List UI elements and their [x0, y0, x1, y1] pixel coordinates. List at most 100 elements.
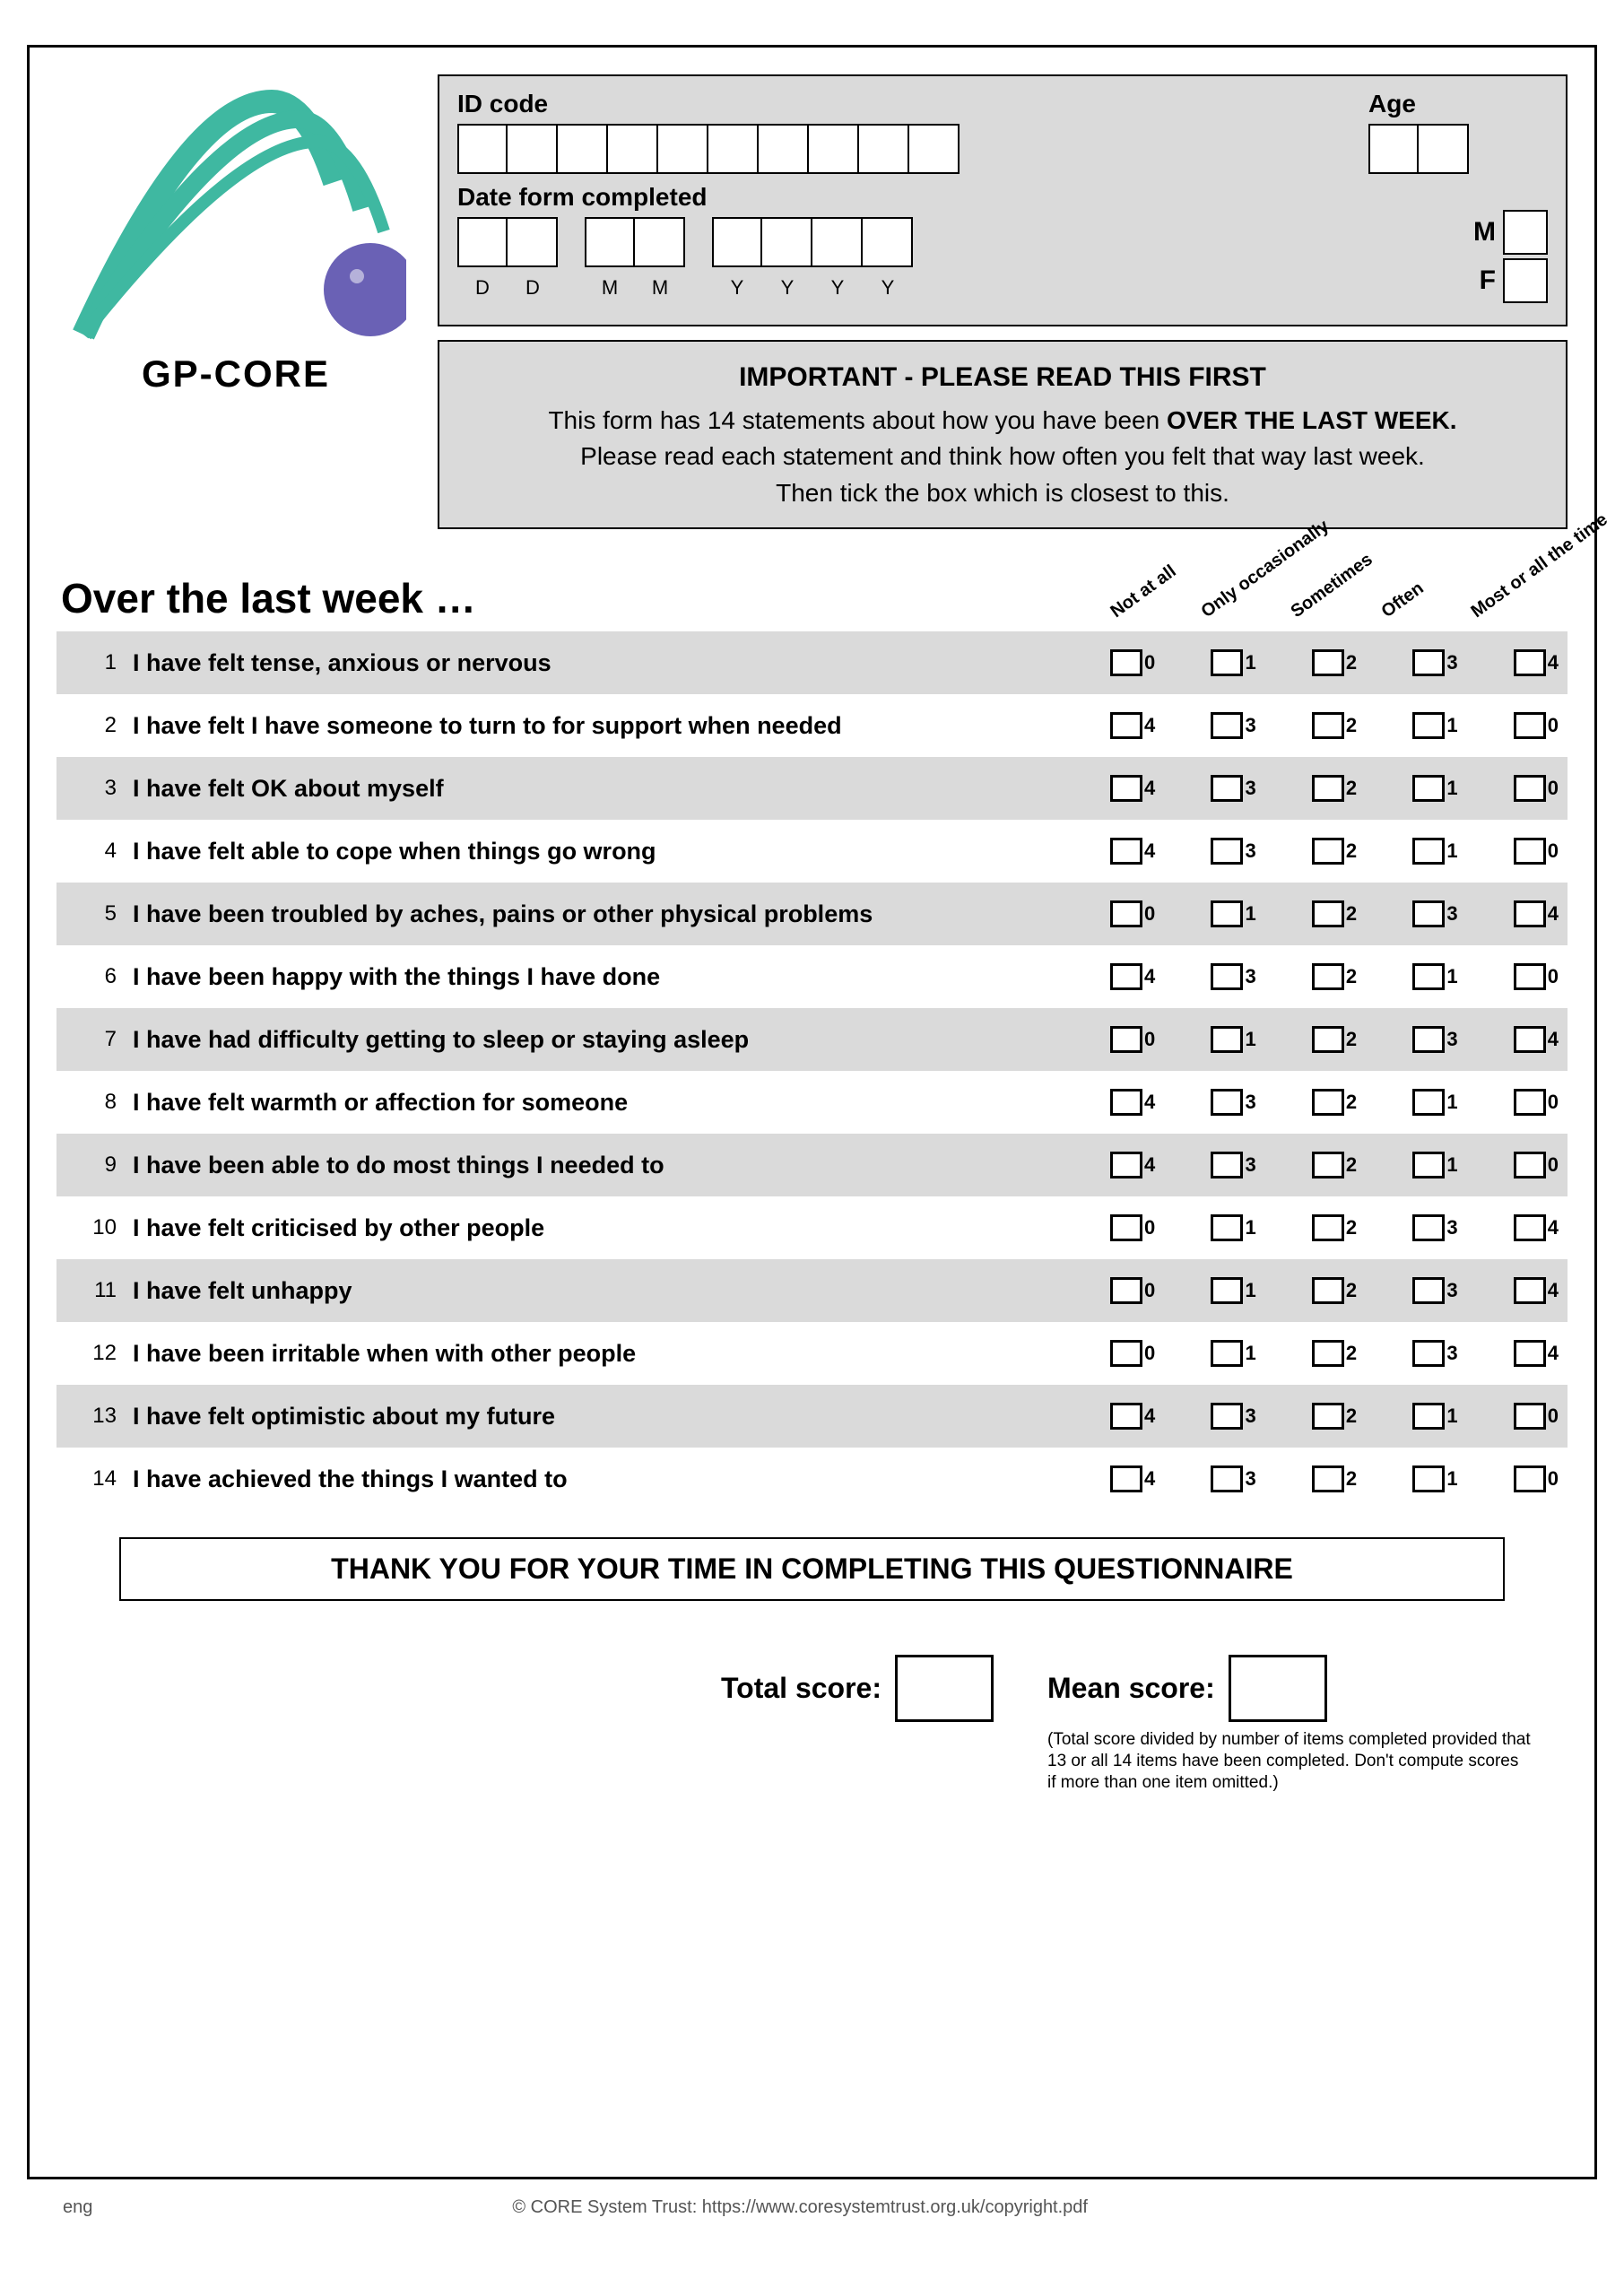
- option-checkbox[interactable]: [1211, 649, 1243, 676]
- option-checkbox[interactable]: [1312, 775, 1344, 802]
- option-checkbox[interactable]: [1211, 900, 1243, 927]
- option-checkbox[interactable]: [1312, 900, 1344, 927]
- option-checkbox[interactable]: [1211, 1152, 1243, 1178]
- option-checkbox[interactable]: [1110, 775, 1142, 802]
- date-sublabel: Y: [812, 276, 863, 300]
- id-cell-input[interactable]: [558, 124, 608, 174]
- id-cell-input[interactable]: [708, 124, 759, 174]
- option-checkbox[interactable]: [1211, 1465, 1243, 1492]
- option-checkbox[interactable]: [1110, 1277, 1142, 1304]
- option-checkbox[interactable]: [1312, 1277, 1344, 1304]
- option-checkbox[interactable]: [1312, 1340, 1344, 1367]
- option-checkbox[interactable]: [1514, 1152, 1546, 1178]
- option-value: 0: [1144, 1279, 1155, 1302]
- option-checkbox[interactable]: [1514, 838, 1546, 865]
- option-checkbox[interactable]: [1312, 1152, 1344, 1178]
- option-checkbox[interactable]: [1211, 963, 1243, 990]
- date-m1-input[interactable]: [585, 217, 635, 267]
- id-cell-input[interactable]: [658, 124, 708, 174]
- option-checkbox[interactable]: [1211, 838, 1243, 865]
- option-checkbox[interactable]: [1514, 1089, 1546, 1116]
- option-checkbox[interactable]: [1110, 963, 1142, 990]
- option-checkbox[interactable]: [1412, 900, 1445, 927]
- option-checkbox[interactable]: [1412, 1089, 1445, 1116]
- option-checkbox[interactable]: [1514, 1465, 1546, 1492]
- option-checkbox[interactable]: [1110, 838, 1142, 865]
- option-checkbox[interactable]: [1412, 712, 1445, 739]
- option-checkbox[interactable]: [1514, 900, 1546, 927]
- option-checkbox[interactable]: [1211, 1277, 1243, 1304]
- option-checkbox[interactable]: [1110, 1214, 1142, 1241]
- date-d1-input[interactable]: [457, 217, 508, 267]
- option-checkbox[interactable]: [1412, 649, 1445, 676]
- option-checkbox[interactable]: [1514, 1277, 1546, 1304]
- date-y1-input[interactable]: [712, 217, 762, 267]
- option-checkbox[interactable]: [1514, 712, 1546, 739]
- option-checkbox[interactable]: [1514, 649, 1546, 676]
- date-y3-input[interactable]: [812, 217, 863, 267]
- option-checkbox[interactable]: [1211, 1403, 1243, 1430]
- total-score-input[interactable]: [895, 1655, 994, 1722]
- option-checkbox[interactable]: [1412, 1403, 1445, 1430]
- id-cell-input[interactable]: [759, 124, 809, 174]
- option-checkbox[interactable]: [1514, 963, 1546, 990]
- option-checkbox[interactable]: [1110, 1152, 1142, 1178]
- id-cell-input[interactable]: [457, 124, 508, 174]
- question-options: 43210: [1110, 838, 1559, 865]
- option-checkbox[interactable]: [1312, 1465, 1344, 1492]
- option-checkbox[interactable]: [1110, 1089, 1142, 1116]
- option-checkbox[interactable]: [1514, 1214, 1546, 1241]
- option-checkbox[interactable]: [1211, 1214, 1243, 1241]
- question-row: 14I have achieved the things I wanted to…: [56, 1448, 1568, 1510]
- option-checkbox[interactable]: [1412, 1026, 1445, 1053]
- option-checkbox[interactable]: [1412, 963, 1445, 990]
- option-checkbox[interactable]: [1412, 1277, 1445, 1304]
- option-checkbox[interactable]: [1312, 1026, 1344, 1053]
- option-checkbox[interactable]: [1312, 649, 1344, 676]
- date-d2-input[interactable]: [508, 217, 558, 267]
- option-checkbox[interactable]: [1412, 838, 1445, 865]
- mean-score-input[interactable]: [1229, 1655, 1327, 1722]
- id-cell-input[interactable]: [508, 124, 558, 174]
- option-checkbox[interactable]: [1312, 712, 1344, 739]
- option-checkbox[interactable]: [1211, 712, 1243, 739]
- date-m2-input[interactable]: [635, 217, 685, 267]
- option-checkbox[interactable]: [1412, 775, 1445, 802]
- option-checkbox[interactable]: [1514, 775, 1546, 802]
- option-checkbox[interactable]: [1211, 1340, 1243, 1367]
- option-checkbox[interactable]: [1412, 1214, 1445, 1241]
- option-checkbox[interactable]: [1110, 649, 1142, 676]
- id-cell-input[interactable]: [909, 124, 960, 174]
- option-checkbox[interactable]: [1110, 900, 1142, 927]
- option-checkbox[interactable]: [1312, 1403, 1344, 1430]
- option-checkbox[interactable]: [1110, 1403, 1142, 1430]
- option-checkbox[interactable]: [1514, 1340, 1546, 1367]
- option-checkbox[interactable]: [1312, 1089, 1344, 1116]
- id-cell-input[interactable]: [859, 124, 909, 174]
- option-checkbox[interactable]: [1312, 1214, 1344, 1241]
- option-checkbox[interactable]: [1312, 838, 1344, 865]
- age-2-input[interactable]: [1419, 124, 1469, 174]
- option-checkbox[interactable]: [1211, 1026, 1243, 1053]
- option-checkbox[interactable]: [1412, 1152, 1445, 1178]
- date-y2-input[interactable]: [762, 217, 812, 267]
- option-checkbox[interactable]: [1110, 1340, 1142, 1367]
- id-left: ID code Date form completed D: [457, 90, 1324, 307]
- option-checkbox[interactable]: [1514, 1403, 1546, 1430]
- id-cell-input[interactable]: [608, 124, 658, 174]
- sex-f-checkbox[interactable]: [1503, 258, 1548, 303]
- section-header: Over the last week … Not at allOnly occa…: [56, 574, 1568, 622]
- option-checkbox[interactable]: [1110, 1465, 1142, 1492]
- option-checkbox[interactable]: [1412, 1465, 1445, 1492]
- option-checkbox[interactable]: [1110, 1026, 1142, 1053]
- sex-m-checkbox[interactable]: [1503, 210, 1548, 255]
- date-y4-input[interactable]: [863, 217, 913, 267]
- option-checkbox[interactable]: [1514, 1026, 1546, 1053]
- option-checkbox[interactable]: [1211, 775, 1243, 802]
- option-checkbox[interactable]: [1110, 712, 1142, 739]
- id-cell-input[interactable]: [809, 124, 859, 174]
- option-checkbox[interactable]: [1412, 1340, 1445, 1367]
- age-1-input[interactable]: [1368, 124, 1419, 174]
- option-checkbox[interactable]: [1312, 963, 1344, 990]
- option-checkbox[interactable]: [1211, 1089, 1243, 1116]
